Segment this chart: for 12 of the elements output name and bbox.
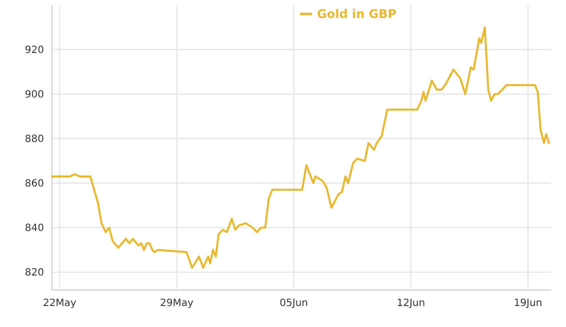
- x-tick-label: 19Jun: [514, 298, 542, 309]
- x-tick-label: 29May: [160, 298, 194, 309]
- x-tick-label: 05Jun: [280, 298, 308, 309]
- x-tick-label: 12Jun: [396, 298, 426, 309]
- y-tick-label: 820: [24, 268, 44, 279]
- x-tick-label: 22May: [42, 298, 76, 309]
- y-tick-label: 900: [24, 90, 44, 101]
- y-tick-label: 920: [24, 45, 44, 56]
- y-tick-label: 860: [24, 178, 44, 190]
- y-tick-label: 840: [24, 223, 44, 234]
- y-tick-label: 880: [24, 134, 44, 146]
- legend-label: Gold in GBP: [317, 7, 397, 22]
